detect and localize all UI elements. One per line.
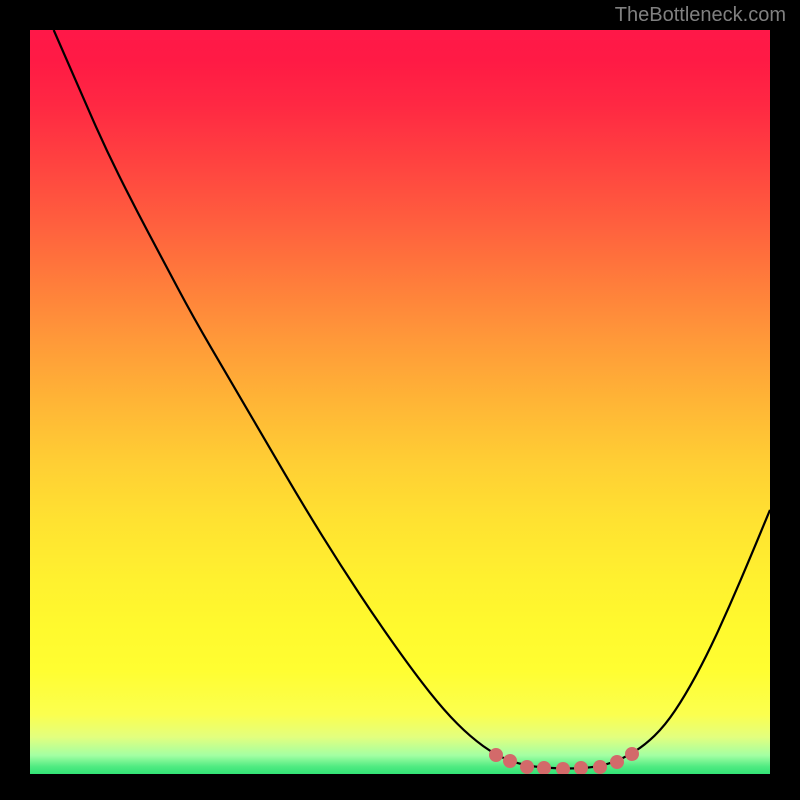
curve-marker xyxy=(610,755,624,769)
attribution-text: TheBottleneck.com xyxy=(615,4,786,27)
bottleneck-curve xyxy=(30,30,770,774)
curve-marker xyxy=(520,760,534,774)
curve-marker xyxy=(574,761,588,774)
curve-marker xyxy=(593,760,607,774)
plot-area xyxy=(30,30,770,774)
curve-marker xyxy=(625,747,639,761)
curve-marker xyxy=(503,754,517,768)
curve-marker xyxy=(537,761,551,774)
curve-marker xyxy=(489,748,503,762)
curve-marker xyxy=(556,762,570,774)
curve-path xyxy=(54,30,770,769)
